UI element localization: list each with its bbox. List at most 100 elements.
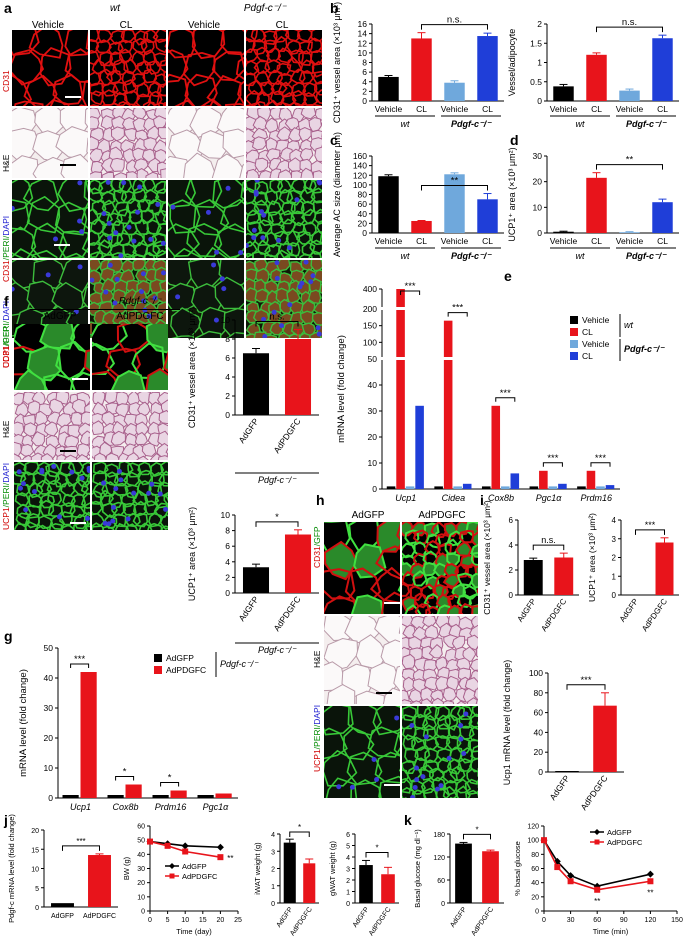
h-row-label-cd31: CD31/GFP — [312, 526, 322, 568]
bar — [548, 486, 558, 489]
x-tick-label: Prdm16 — [580, 493, 612, 503]
bar — [415, 405, 424, 489]
micrograph-f-r3-c1 — [14, 462, 90, 530]
y-tick-label: 100 — [353, 180, 367, 190]
y-tick-label: 14 — [358, 29, 368, 39]
x-tick-label: Prdm16 — [155, 802, 187, 812]
panel-k-label: k — [404, 812, 412, 828]
y-tick-label: 2 — [362, 86, 367, 96]
bar — [386, 486, 396, 489]
bar — [619, 90, 640, 101]
bar — [303, 863, 316, 903]
group-label: Pdgf-c⁻/⁻ — [451, 251, 492, 261]
group-label: Pdgf-c⁻/⁻ — [626, 119, 667, 129]
y-tick-label: 0 — [509, 591, 514, 600]
bar — [197, 795, 214, 798]
y-tick-label: 0 — [441, 901, 445, 908]
data-point — [181, 842, 189, 850]
x-tick-label: 150 — [671, 917, 683, 924]
group-label-pdgfc: Pdgf-c⁻/⁻ — [243, 3, 287, 14]
x-tick-label: AdPDGFC — [271, 416, 302, 455]
significance-label: * — [168, 773, 172, 784]
y-tick-label: 40 — [368, 380, 378, 390]
y-tick-label: 20 — [31, 828, 39, 835]
bar — [462, 483, 472, 489]
y-tick-label: 2 — [225, 391, 230, 401]
chart-j-body-weight: 0 10 20 30 40 50 60 0 5 10 15 20 25 Time (day) BW (g) A… — [122, 824, 242, 937]
significance-bracket — [289, 831, 310, 837]
micrograph-a-r2-c4 — [246, 108, 322, 178]
y-axis-label: Ucp1 mRNA level (fold change) — [502, 660, 512, 786]
y-tick-label: 20 — [137, 880, 145, 887]
y-tick-label: 10 — [358, 48, 368, 58]
chart-i-ucp1-area: 0 1 2 3 4 AdGFP AdPDGFC *** UCP1⁺ area (×10³ μm²… — [587, 513, 679, 633]
h-col-adpdgfc: AdPDGFC — [418, 510, 466, 521]
micrograph-a-r1-c3 — [168, 30, 244, 106]
chart-b-vessel-adipocyte: 0 0.5 1 1.5 2 Vehicle CL Vehicle CL wt Pdgf-c⁻/⁻ n.… — [507, 17, 679, 129]
f-row-label-cd31: CD31/GFP — [1, 326, 11, 368]
y-tick-label: 100 — [363, 337, 377, 347]
legend-swatch — [570, 316, 578, 324]
y-tick-label: 4 — [225, 372, 230, 382]
y-tick-label: 40 — [358, 209, 368, 219]
x-tick-label: Cox8b — [488, 493, 514, 503]
y-tick-label: 60 — [531, 866, 539, 873]
x-tick-label: Vehicle — [441, 104, 469, 114]
micrograph-f-r3-c2 — [92, 462, 168, 530]
bar — [242, 567, 270, 593]
bar — [359, 865, 373, 903]
bar — [453, 486, 462, 489]
micrograph-h-r2-c2 — [402, 616, 478, 704]
legend-marker — [169, 863, 175, 869]
bar — [477, 36, 498, 101]
y-tick-label: 0 — [225, 410, 230, 420]
y-tick-label: 160 — [353, 151, 367, 161]
significance-label: * — [123, 767, 127, 778]
bar — [444, 174, 465, 233]
data-point — [567, 872, 575, 880]
x-tick-label: CL — [416, 236, 427, 246]
y-tick-label: 0 — [48, 793, 53, 803]
bar — [539, 470, 548, 489]
y-tick-label: 2 — [509, 566, 514, 575]
x-tick-label: AdGFP — [275, 906, 294, 929]
x-tick-label: 90 — [620, 917, 628, 924]
significance-bracket — [115, 776, 135, 781]
scale-bar — [65, 96, 81, 98]
chart-i-ucp1-mrna: 0 20 40 60 80 100 AdGFP AdPDGFC *** Ucp1 mRNA lev… — [502, 660, 624, 812]
y-tick-label: 2 — [537, 19, 542, 29]
legend-label: AdGFP — [607, 828, 632, 837]
y-tick-label: 0 — [141, 909, 145, 916]
x-tick-label: CL — [657, 104, 668, 114]
panel-e-label: e — [504, 268, 512, 284]
x-tick-label: 0 — [542, 917, 546, 924]
panel-i-label: i — [480, 492, 484, 508]
bar — [455, 843, 472, 903]
y-tick-label: 120 — [433, 855, 445, 862]
y-axis-label: CD31⁺ vessel area (×10³ μm²) — [187, 307, 197, 428]
x-tick-label: AdGFP — [547, 773, 571, 802]
series-line — [543, 839, 651, 888]
y-tick-label: 20 — [368, 432, 378, 442]
x-tick-label: Vehicle — [550, 236, 578, 246]
y-tick-label: 30 — [44, 703, 54, 713]
bar — [107, 795, 124, 798]
legend-group-label: Pdgf-c⁻/⁻ — [624, 344, 665, 354]
y-tick-label: 6 — [362, 67, 367, 77]
col-vehicle-2: Vehicle — [187, 20, 221, 31]
bar — [554, 557, 574, 595]
significance-bracket — [160, 782, 180, 787]
micrograph-a-r2-c1 — [12, 108, 88, 178]
significance-label: ** — [626, 155, 634, 166]
x-tick-label: 25 — [234, 917, 242, 924]
x-tick-label: AdGFP — [449, 906, 468, 929]
y-tick-label: 30 — [137, 866, 145, 873]
bar — [405, 486, 415, 489]
y-axis-label: UCP1⁺ area (×10³ μm²) — [187, 507, 197, 601]
micrograph-h-r3-c2 — [402, 706, 478, 798]
panel-h-label: h — [316, 492, 325, 508]
y-tick-label: 60 — [358, 199, 368, 209]
bar — [558, 483, 567, 489]
y-tick-label: 0 — [372, 484, 377, 494]
y-axis-label: UCP1⁺ area (×10³ μm²) — [587, 513, 597, 602]
